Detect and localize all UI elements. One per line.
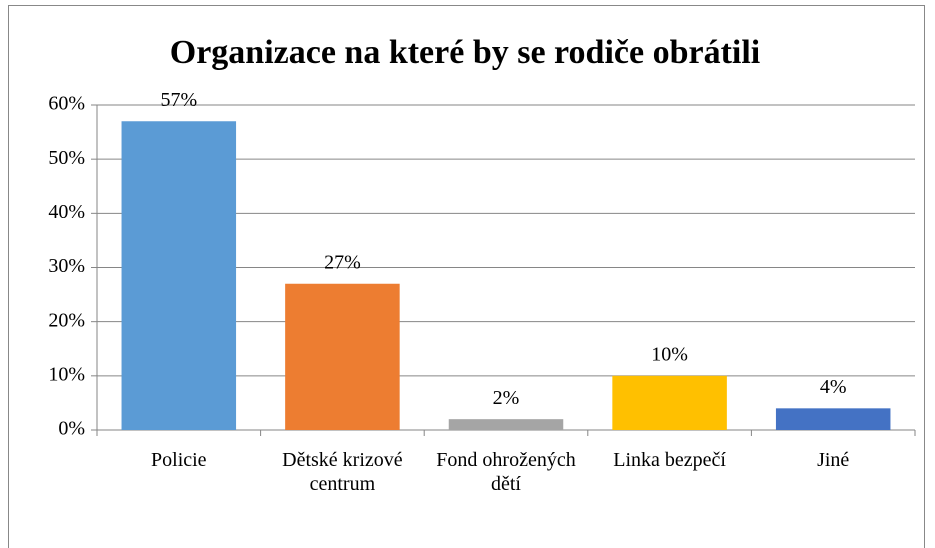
x-tick-label: Fond ohrožených dětí bbox=[436, 449, 576, 495]
chart-title: Organizace na které by se rodiče obrátil… bbox=[170, 34, 760, 71]
bar bbox=[448, 419, 564, 430]
data-label: 4% bbox=[820, 376, 847, 398]
y-tick-label: 40% bbox=[48, 201, 85, 223]
data-label: 2% bbox=[493, 387, 520, 409]
bar bbox=[775, 408, 891, 430]
y-tick-label: 60% bbox=[48, 93, 85, 115]
bar bbox=[121, 121, 237, 430]
bar bbox=[612, 375, 727, 430]
y-tick-label: 20% bbox=[48, 309, 85, 331]
data-label: 27% bbox=[324, 251, 361, 273]
x-tick-label: Linka bezpečí bbox=[613, 449, 726, 471]
y-tick-label: 0% bbox=[58, 418, 85, 440]
y-tick-label: 50% bbox=[48, 147, 85, 169]
y-tick-label: 10% bbox=[48, 363, 85, 385]
y-tick-label: 30% bbox=[48, 255, 85, 277]
chart-frame bbox=[8, 5, 925, 548]
bar bbox=[285, 283, 400, 430]
x-tick-label: Dětské krizové centrum bbox=[282, 449, 403, 495]
data-label: 57% bbox=[160, 89, 197, 111]
data-label: 10% bbox=[651, 343, 688, 365]
x-tick-label: Jiné bbox=[817, 449, 850, 471]
x-tick-label: Policie bbox=[151, 449, 207, 471]
